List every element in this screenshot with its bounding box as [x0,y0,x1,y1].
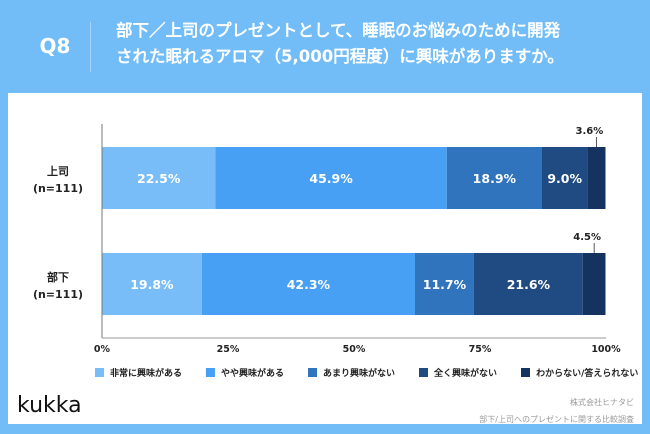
data-label: 45.9% [309,171,353,186]
x-tick-label: 100% [591,344,621,355]
legend-item: やや興味がある [206,366,284,379]
category-n-label: (n=111) [33,182,83,195]
legend-swatch [308,368,318,377]
legend-item: わからない/答えられない [521,366,638,379]
data-label: 11.7% [423,277,467,292]
bar-segment [215,147,447,209]
bar-segment [587,147,606,209]
bar-segment [446,147,542,209]
title-line-1: 部下／上司のプレゼントとして、睡眠のお悩みのために開発 [116,21,561,40]
data-label: 21.6% [507,277,551,292]
legend-label: やや興味がある [221,369,285,379]
legend-swatch [521,368,531,377]
question-number: Q8 [39,34,71,58]
data-label: 22.5% [137,171,181,186]
bar-segment [102,253,202,315]
category-label: 部下 [47,270,69,284]
kukka-logo: kukka [17,393,82,418]
legend-item: 全く興味がない [419,366,497,379]
bar-segment [102,147,216,209]
legend-swatch [95,368,104,377]
legend-label: 全く興味がない [434,369,498,379]
survey-name: 部下/上司へのプレゼントに関する比較調査 [479,415,634,424]
x-tick-label: 50% [343,344,366,355]
bar-segment [582,253,606,315]
x-tick-label: 25% [217,344,240,355]
data-label: 3.6% [576,126,604,137]
legend-item: あまり興味がない [308,366,395,379]
data-label: 18.9% [473,171,517,186]
category-label: 上司 [47,164,69,178]
legend-label: わからない/答えられない [536,369,639,379]
source-note: 株式会社ヒナタビ 部下/上司へのプレゼントに関する比較調査 [479,394,634,428]
legend-swatch [206,368,216,377]
data-label: 42.3% [287,277,331,292]
legend-label: あまり興味がない [323,369,396,379]
legend-swatch [419,368,429,377]
title-line-2: された眠れるアロマ（5,000円程度）に興味がありますか。 [116,47,564,66]
x-tick-label: 75% [469,344,492,355]
question-title: 部下／上司のプレゼントとして、睡眠のお悩みのために開発 された眠れるアロマ（5,… [116,18,636,70]
data-label: 19.8% [130,277,174,292]
legend-item: 非常に興味がある [95,366,182,379]
x-tick-label: 0% [94,344,111,355]
legend: 非常に興味がある やや興味がある あまり興味がない 全く興味がない わからない/答えられ… [95,366,648,379]
category-n-label: (n=111) [33,288,83,301]
bar-segment [541,147,588,209]
data-label: 9.0% [547,171,582,186]
legend-label: 非常に興味がある [110,369,183,379]
bar-segment [414,253,474,315]
bar-segment [201,253,415,315]
bar-segment [473,253,583,315]
data-label: 4.5% [573,232,601,243]
company-name: 株式会社ヒナタビ [570,398,634,407]
header-divider [90,22,91,72]
